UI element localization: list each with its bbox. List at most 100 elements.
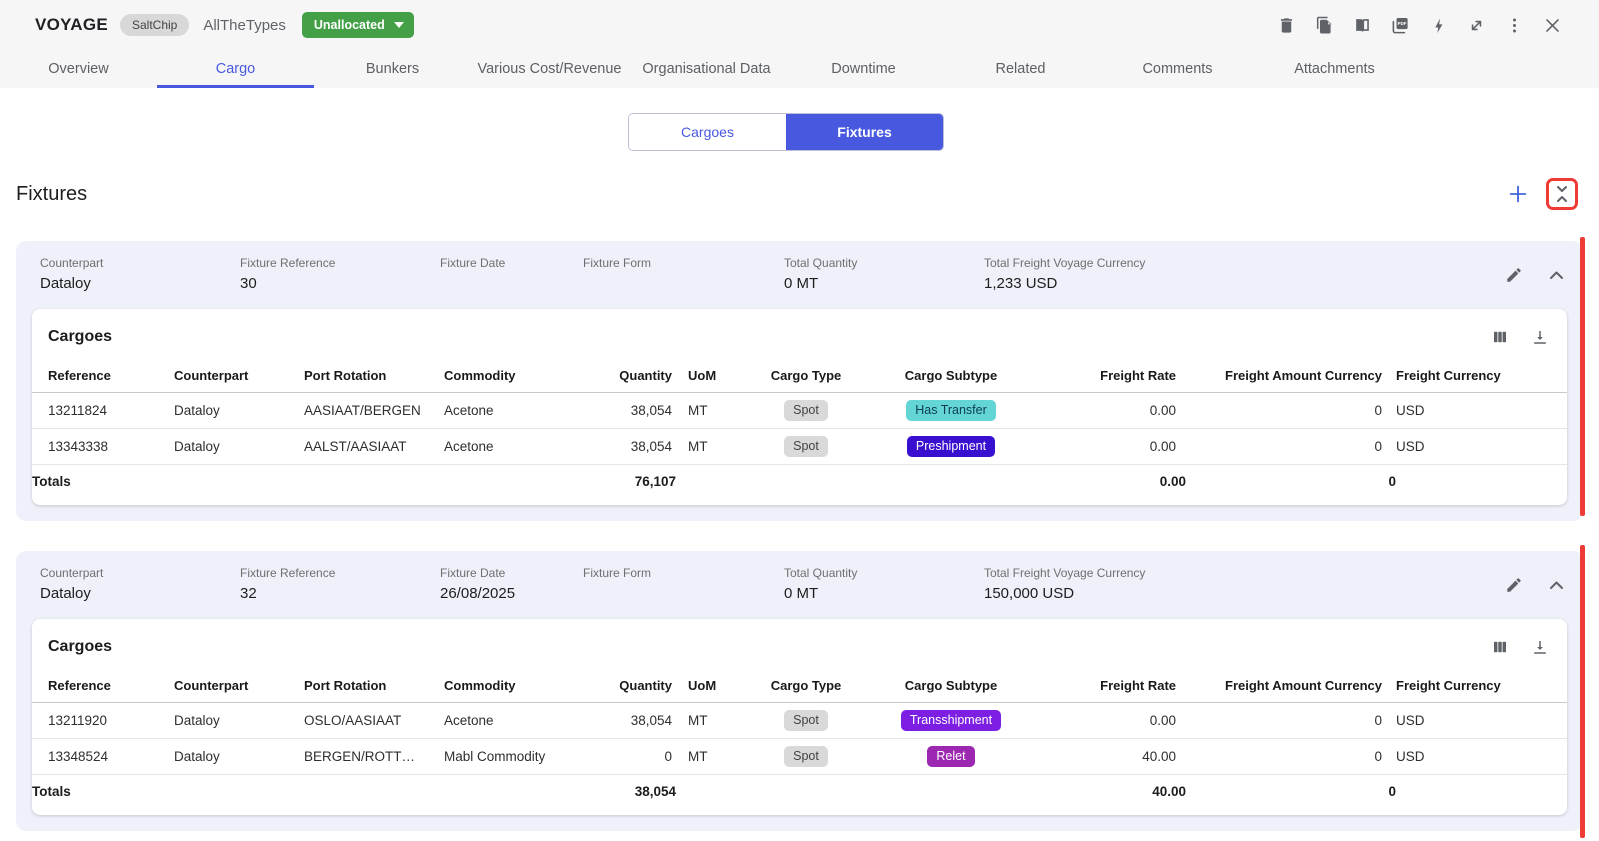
table-header-row: Reference Counterpart Port Rotation Comm…	[32, 360, 1567, 393]
col-cargo-type: Cargo Type	[746, 670, 866, 703]
col-port-rotation: Port Rotation	[304, 360, 444, 393]
total-freight-label: Total Freight Voyage Currency	[984, 256, 1497, 270]
total-quantity-label: Total Quantity	[784, 566, 984, 580]
fixture-date-label: Fixture Date	[440, 566, 583, 580]
fixture-card-1: CounterpartDataloy Fixture Reference30 F…	[16, 241, 1583, 521]
tab-overview[interactable]: Overview	[0, 50, 157, 88]
close-icon[interactable]	[1542, 15, 1563, 36]
col-counterpart: Counterpart	[174, 360, 304, 393]
col-freight-rate: Freight Rate	[1036, 670, 1186, 703]
col-quantity: Quantity	[596, 670, 676, 703]
plus-icon	[1507, 183, 1529, 205]
chevron-up-icon	[1549, 580, 1564, 590]
fixture-form-value	[583, 585, 784, 604]
col-counterpart: Counterpart	[174, 670, 304, 703]
unfold-less-icon	[1555, 185, 1569, 203]
columns-icon[interactable]	[1489, 636, 1511, 658]
fixture-form-value	[583, 275, 784, 294]
totals-row: Totals 38,054 40.00 0	[32, 775, 1567, 804]
tab-downtime[interactable]: Downtime	[785, 50, 942, 88]
collapse-all-button[interactable]	[1546, 178, 1578, 210]
col-commodity: Commodity	[444, 360, 596, 393]
fixture-reference-value: 32	[240, 585, 440, 604]
col-port-rotation: Port Rotation	[304, 670, 444, 703]
cargo-row[interactable]: 13348524 Dataloy BERGEN/ROTT… Mabl Commo…	[32, 739, 1567, 775]
delete-icon[interactable]	[1276, 15, 1297, 36]
voyage-type-chip: SaltChip	[120, 14, 189, 36]
add-fixture-button[interactable]	[1504, 180, 1532, 208]
tab-cargo[interactable]: Cargo	[157, 50, 314, 88]
collapse-fixture-button[interactable]	[1545, 264, 1567, 286]
cargo-row[interactable]: 13343338 Dataloy AALST/AASIAAT Acetone 3…	[32, 429, 1567, 465]
more-vert-icon[interactable]	[1504, 15, 1525, 36]
col-reference: Reference	[32, 360, 174, 393]
voyage-name: AllTheTypes	[203, 17, 286, 34]
cargo-row[interactable]: 13211824 Dataloy AASIAAT/BERGEN Acetone …	[32, 393, 1567, 429]
col-uom: UoM	[676, 670, 746, 703]
col-freight-currency: Freight Currency	[1396, 360, 1567, 393]
total-freight-label: Total Freight Voyage Currency	[984, 566, 1497, 580]
fixture-card-2: CounterpartDataloy Fixture Reference32 F…	[16, 551, 1583, 831]
download-icon[interactable]	[1529, 636, 1551, 658]
fixture-date-value: 26/08/2025	[440, 585, 583, 604]
chevron-up-icon	[1549, 270, 1564, 280]
toggle-cargoes[interactable]: Cargoes	[629, 114, 786, 150]
col-freight-rate: Freight Rate	[1036, 360, 1186, 393]
pencil-icon	[1505, 266, 1523, 284]
top-zone: VOYAGE SaltChip AllTheTypes Unallocated …	[0, 0, 1599, 88]
pencil-icon	[1505, 576, 1523, 594]
cargoes-panel-2: Cargoes Reference Counterpart P	[32, 619, 1567, 815]
collapse-fixture-button[interactable]	[1545, 574, 1567, 596]
cargo-type-badge: Spot	[784, 436, 828, 457]
copy-icon[interactable]	[1314, 15, 1335, 36]
edit-fixture-button[interactable]	[1503, 264, 1525, 286]
tab-bar: Overview Cargo Bunkers Various Cost/Reve…	[0, 50, 1599, 88]
toolbar: PDF	[1276, 15, 1599, 36]
total-quantity-value: 0 MT	[784, 585, 984, 604]
total-quantity-label: Total Quantity	[784, 256, 984, 270]
cargo-subtype-badge: Has Transfer	[906, 400, 996, 421]
tab-bunkers[interactable]: Bunkers	[314, 50, 471, 88]
fixture-form-label: Fixture Form	[583, 566, 784, 580]
cargo-row[interactable]: 13211920 Dataloy OSLO/AASIAAT Acetone 38…	[32, 703, 1567, 739]
cargo-subtype-badge: Relet	[927, 746, 974, 767]
bolt-icon[interactable]	[1428, 15, 1449, 36]
view-toggle-row: Cargoes Fixtures	[0, 113, 1599, 151]
columns-icon[interactable]	[1489, 326, 1511, 348]
cargoes-table-2: Reference Counterpart Port Rotation Comm…	[32, 670, 1567, 803]
fixture-reference-label: Fixture Reference	[240, 256, 440, 270]
col-freight-amount-currency: Freight Amount Currency	[1186, 360, 1396, 393]
tab-comments[interactable]: Comments	[1099, 50, 1256, 88]
col-cargo-subtype: Cargo Subtype	[866, 670, 1036, 703]
toggle-fixtures[interactable]: Fixtures	[786, 114, 943, 150]
tab-attachments[interactable]: Attachments	[1256, 50, 1413, 88]
expand-icon[interactable]	[1466, 15, 1487, 36]
cargoes-title: Cargoes	[48, 638, 112, 656]
tab-related[interactable]: Related	[942, 50, 1099, 88]
edit-fixture-button[interactable]	[1503, 574, 1525, 596]
counterpart-value: Dataloy	[40, 275, 240, 294]
pdf-export-icon[interactable]: PDF	[1390, 15, 1411, 36]
status-dropdown[interactable]: Unallocated	[302, 12, 414, 38]
total-freight-value: 1,233 USD	[984, 275, 1497, 294]
col-cargo-subtype: Cargo Subtype	[866, 360, 1036, 393]
total-quantity-value: 0 MT	[784, 275, 984, 294]
fixture-form-label: Fixture Form	[583, 256, 784, 270]
book-compare-icon[interactable]	[1352, 15, 1373, 36]
fixture-2-header: CounterpartDataloy Fixture Reference32 F…	[16, 551, 1583, 617]
cargoes-table-1: Reference Counterpart Port Rotation Comm…	[32, 360, 1567, 493]
counterpart-value: Dataloy	[40, 585, 240, 604]
tab-various-cost-revenue[interactable]: Various Cost/Revenue	[471, 50, 628, 88]
download-icon[interactable]	[1529, 326, 1551, 348]
annotation-bar-fixture-2	[1580, 545, 1585, 838]
col-freight-amount-currency: Freight Amount Currency	[1186, 670, 1396, 703]
page-title: Fixtures	[16, 183, 87, 206]
cargoes-panel-1: Cargoes Reference Counterpart P	[32, 309, 1567, 505]
tab-organisational-data[interactable]: Organisational Data	[628, 50, 785, 88]
cargo-type-badge: Spot	[784, 710, 828, 731]
col-uom: UoM	[676, 360, 746, 393]
fixture-date-label: Fixture Date	[440, 256, 583, 270]
annotation-bar-fixture-1	[1580, 237, 1585, 516]
view-toggle: Cargoes Fixtures	[628, 113, 944, 151]
svg-text:PDF: PDF	[1398, 21, 1407, 26]
